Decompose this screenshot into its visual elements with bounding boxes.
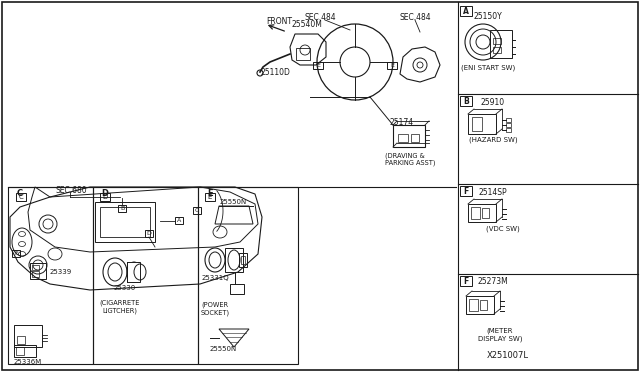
Bar bbox=[16, 193, 26, 201]
Text: SEC.484: SEC.484 bbox=[400, 13, 431, 22]
Text: 25550N: 25550N bbox=[220, 199, 247, 205]
Bar bbox=[32, 265, 39, 270]
Bar bbox=[468, 114, 496, 134]
Text: (ENI START SW): (ENI START SW) bbox=[461, 65, 515, 71]
Text: E: E bbox=[208, 194, 212, 200]
Bar bbox=[482, 208, 489, 218]
Text: 25174: 25174 bbox=[390, 118, 414, 126]
Bar bbox=[471, 207, 480, 219]
Bar bbox=[93, 187, 198, 364]
Bar bbox=[472, 117, 482, 131]
Bar bbox=[198, 187, 298, 364]
Text: E: E bbox=[207, 189, 213, 198]
Text: C: C bbox=[17, 189, 23, 198]
Text: F: F bbox=[14, 251, 18, 256]
Text: (POWER
SOCKET): (POWER SOCKET) bbox=[200, 302, 230, 316]
Text: E: E bbox=[390, 63, 394, 68]
Text: 25330: 25330 bbox=[114, 285, 136, 291]
Text: 25150Y: 25150Y bbox=[474, 12, 502, 20]
Bar bbox=[127, 262, 140, 282]
Bar bbox=[239, 253, 247, 267]
Text: B: B bbox=[463, 96, 469, 106]
Bar bbox=[490, 30, 512, 58]
Text: E: E bbox=[316, 63, 320, 68]
Text: SEC.484: SEC.484 bbox=[305, 13, 337, 22]
Bar bbox=[118, 205, 126, 212]
Text: (METER
DISPLAY SW): (METER DISPLAY SW) bbox=[477, 328, 522, 342]
Text: FRONT: FRONT bbox=[266, 16, 292, 26]
Text: D: D bbox=[102, 194, 108, 200]
Text: (HAZARD SW): (HAZARD SW) bbox=[468, 137, 517, 143]
Bar bbox=[32, 271, 39, 277]
Bar bbox=[393, 125, 425, 147]
Text: C: C bbox=[195, 208, 199, 213]
Bar bbox=[411, 134, 419, 142]
Bar bbox=[145, 230, 153, 237]
Bar bbox=[460, 276, 472, 286]
Bar bbox=[12, 250, 20, 257]
Bar bbox=[493, 47, 501, 53]
Bar bbox=[16, 347, 24, 355]
Bar bbox=[8, 187, 93, 364]
Text: (DRAVING &
PARKING ASST): (DRAVING & PARKING ASST) bbox=[385, 152, 435, 166]
Text: (CIGARRETE
LIGTCHER): (CIGARRETE LIGTCHER) bbox=[100, 300, 140, 314]
Bar bbox=[480, 300, 487, 310]
Bar bbox=[506, 118, 511, 122]
Bar bbox=[100, 193, 110, 201]
Bar bbox=[95, 202, 155, 242]
Bar bbox=[100, 207, 150, 237]
Text: C: C bbox=[19, 194, 24, 200]
Text: (VDC SW): (VDC SW) bbox=[486, 226, 520, 232]
Bar bbox=[175, 217, 183, 224]
Text: F: F bbox=[463, 276, 468, 285]
Text: B: B bbox=[120, 206, 124, 211]
Text: 25540M: 25540M bbox=[292, 19, 323, 29]
Text: 25336M: 25336M bbox=[14, 359, 42, 365]
Text: D: D bbox=[102, 189, 109, 198]
Bar bbox=[493, 38, 501, 44]
Text: 25331Q: 25331Q bbox=[201, 275, 229, 281]
Text: 2514SP: 2514SP bbox=[479, 187, 508, 196]
Bar bbox=[17, 336, 25, 344]
Text: D: D bbox=[147, 231, 152, 236]
Bar bbox=[460, 6, 472, 16]
Text: SEC.680: SEC.680 bbox=[55, 186, 86, 195]
Text: A: A bbox=[463, 6, 469, 16]
Text: 25273M: 25273M bbox=[477, 278, 508, 286]
Bar bbox=[466, 296, 494, 314]
Bar bbox=[30, 263, 46, 279]
Text: X251007L: X251007L bbox=[487, 352, 529, 360]
Bar bbox=[241, 256, 245, 264]
Bar bbox=[398, 134, 408, 142]
Text: 25110D: 25110D bbox=[260, 67, 290, 77]
Bar bbox=[14, 345, 36, 357]
Bar bbox=[296, 48, 310, 60]
Text: F: F bbox=[463, 186, 468, 196]
Bar bbox=[205, 193, 215, 201]
Bar bbox=[127, 262, 147, 282]
Bar bbox=[469, 299, 478, 311]
Bar bbox=[468, 204, 496, 222]
Text: A: A bbox=[177, 218, 181, 223]
Text: 25339: 25339 bbox=[50, 269, 72, 275]
Bar bbox=[230, 284, 244, 294]
Text: 25550N: 25550N bbox=[210, 346, 237, 352]
Bar bbox=[387, 62, 397, 69]
Bar bbox=[14, 325, 42, 347]
Bar bbox=[225, 248, 243, 272]
Text: 25910: 25910 bbox=[481, 97, 505, 106]
Bar bbox=[193, 207, 201, 214]
Bar bbox=[460, 186, 472, 196]
Bar bbox=[313, 62, 323, 69]
Bar bbox=[460, 96, 472, 106]
Bar bbox=[506, 128, 511, 132]
Bar bbox=[506, 123, 511, 127]
